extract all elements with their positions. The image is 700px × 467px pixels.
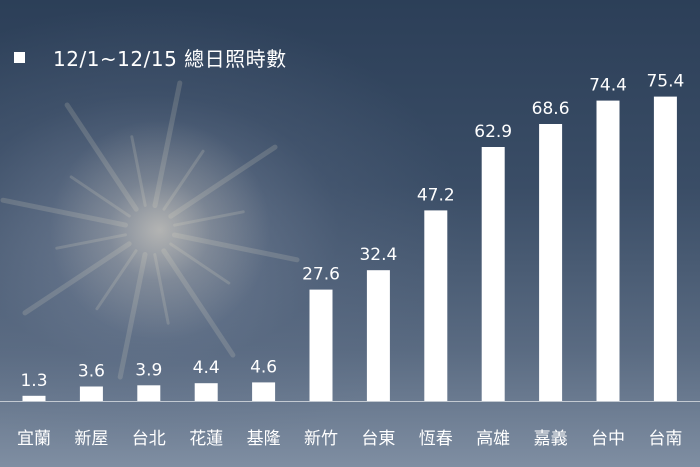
sun-ray: [0, 197, 128, 228]
bar: [79, 386, 103, 401]
data-label: 27.6: [302, 265, 340, 285]
sun-ray: [69, 175, 131, 218]
bar: [194, 383, 218, 401]
sun-ray: [64, 102, 139, 212]
sun-ray: [130, 135, 147, 207]
bar: [309, 289, 333, 401]
category-label: 恆春: [419, 429, 453, 449]
sun-glow-decoration: [40, 110, 280, 350]
category-label: 嘉義: [534, 429, 568, 449]
sun-ray: [117, 252, 148, 380]
category-label: 新屋: [74, 429, 108, 449]
category-label: 高雄: [476, 429, 510, 449]
bar: [539, 124, 563, 401]
sun-ray: [169, 242, 231, 285]
data-label: 1.3: [20, 371, 47, 391]
sun-ray: [162, 149, 205, 211]
data-label: 32.4: [359, 245, 397, 265]
data-label: 4.6: [250, 357, 277, 377]
data-label: 47.2: [417, 185, 455, 205]
category-label: 台東: [361, 429, 395, 449]
category-label: 新竹: [304, 429, 338, 449]
sun-ray: [153, 253, 170, 325]
bar: [22, 395, 46, 401]
bar: [252, 382, 276, 401]
legend-swatch: [14, 51, 25, 63]
sun-ray: [168, 144, 278, 219]
bar: [596, 100, 620, 401]
data-label: 3.9: [135, 360, 162, 380]
sun-ray: [172, 232, 300, 263]
category-label: 台南: [648, 429, 682, 449]
data-label: 3.6: [78, 362, 105, 382]
sun-ray: [161, 248, 236, 358]
bar: [481, 147, 505, 401]
data-label: 75.4: [646, 72, 684, 92]
sun-ray: [152, 80, 183, 208]
bar: [424, 210, 448, 401]
sun-ray: [22, 241, 132, 316]
data-label: 68.6: [532, 99, 570, 119]
sun-ray: [173, 210, 245, 227]
data-label: 4.4: [193, 358, 220, 378]
category-label: 花蓮: [189, 429, 223, 449]
legend-label: 12/1~12/15 總日照時數: [53, 46, 287, 71]
category-label: 宜蘭: [17, 429, 51, 449]
category-label: 台北: [132, 429, 166, 449]
sun-ray: [95, 249, 138, 311]
category-label: 基隆: [247, 429, 281, 449]
sun-ray: [55, 233, 127, 250]
bar: [137, 385, 161, 401]
bar: [653, 96, 677, 401]
bar: [366, 270, 390, 401]
legend: 12/1~12/15 總日照時數: [14, 44, 287, 71]
data-label: 62.9: [474, 122, 512, 142]
category-label: 台中: [591, 429, 625, 449]
data-label: 74.4: [589, 76, 627, 96]
